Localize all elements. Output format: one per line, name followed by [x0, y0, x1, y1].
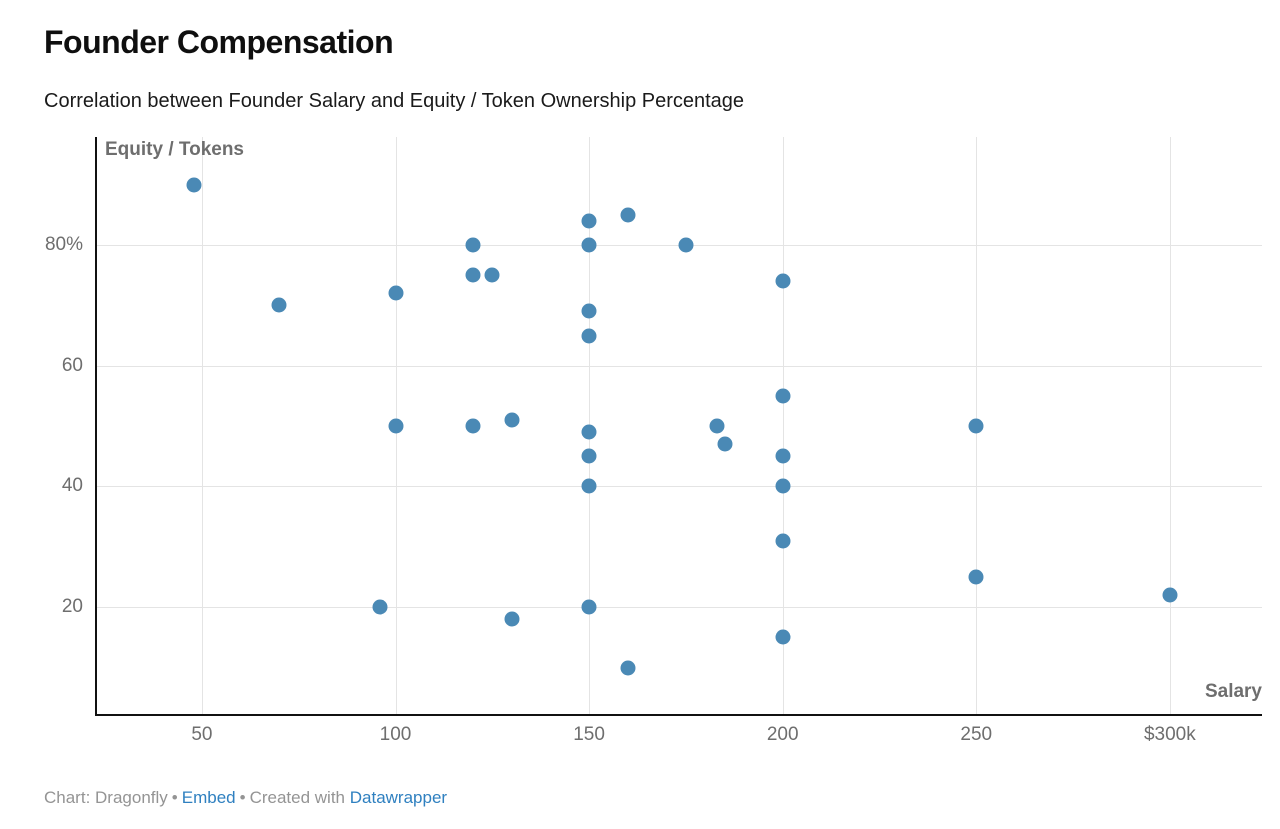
data-point[interactable]: [581, 303, 597, 319]
y-axis-title: Equity / Tokens: [105, 139, 245, 160]
data-point[interactable]: [388, 418, 403, 434]
data-point[interactable]: [504, 412, 520, 428]
chart-title: Founder Compensation: [44, 24, 394, 60]
data-point[interactable]: [775, 629, 791, 645]
y-gridline: [97, 607, 1262, 609]
footer-separator: •: [171, 788, 178, 807]
x-tick-label: 150: [573, 724, 605, 745]
data-point[interactable]: [484, 267, 500, 283]
data-point[interactable]: [581, 478, 597, 494]
x-tick-label: 250: [960, 724, 993, 745]
y-tick-label: 60: [61, 354, 83, 376]
x-tick-label: 200: [766, 724, 799, 745]
data-point[interactable]: [372, 599, 388, 615]
y-tick-label: 20: [61, 596, 83, 618]
data-point[interactable]: [465, 267, 481, 283]
y-axis-line: [95, 137, 97, 714]
data-point[interactable]: [775, 448, 791, 464]
data-point[interactable]: [775, 478, 791, 494]
data-point[interactable]: [465, 237, 481, 253]
x-gridline: [1169, 137, 1171, 714]
data-point[interactable]: [581, 424, 597, 440]
y-gridline: [97, 365, 1262, 367]
x-gridline: [201, 137, 203, 714]
data-point[interactable]: [388, 285, 403, 301]
data-point[interactable]: [968, 418, 984, 434]
x-axis-line: [95, 714, 1262, 716]
data-point[interactable]: [775, 273, 791, 289]
data-point[interactable]: [1162, 587, 1178, 603]
datawrapper-link[interactable]: Datawrapper: [349, 788, 448, 807]
x-axis-title: Salary: [1204, 681, 1262, 702]
y-gridline: [97, 486, 1262, 488]
chart-subtitle: Correlation between Founder Salary and E…: [44, 90, 745, 112]
data-point[interactable]: [581, 328, 597, 344]
footer-separator: •: [239, 788, 246, 807]
x-tick-label: $300k: [1143, 724, 1196, 745]
y-tick-label: 40: [61, 475, 83, 497]
plot-area: [95, 137, 1262, 716]
data-point[interactable]: [775, 533, 791, 549]
data-point[interactable]: [581, 237, 597, 253]
data-point[interactable]: [775, 388, 791, 404]
data-point[interactable]: [717, 436, 733, 452]
data-point[interactable]: [504, 611, 520, 627]
x-tick-label: 100: [379, 724, 412, 745]
footer-credit: Chart: Dragonfly: [44, 788, 168, 807]
y-tick-label: 80%: [44, 234, 83, 256]
data-point[interactable]: [271, 297, 287, 313]
data-point[interactable]: [186, 177, 202, 193]
data-point[interactable]: [678, 237, 694, 253]
footer-created-with: Created with: [249, 788, 345, 807]
data-point[interactable]: [968, 569, 984, 585]
x-gridline: [782, 137, 784, 714]
data-point[interactable]: [620, 207, 636, 223]
data-point[interactable]: [581, 599, 597, 615]
data-point[interactable]: [620, 660, 636, 676]
data-point[interactable]: [581, 448, 597, 464]
data-point[interactable]: [709, 418, 725, 434]
embed-link[interactable]: Embed: [181, 788, 236, 807]
data-point[interactable]: [581, 213, 597, 229]
data-point[interactable]: [465, 418, 481, 434]
chart-footer: Chart: Dragonfly • Embed • Created with Data…: [44, 788, 447, 808]
x-tick-label: 50: [191, 724, 213, 745]
